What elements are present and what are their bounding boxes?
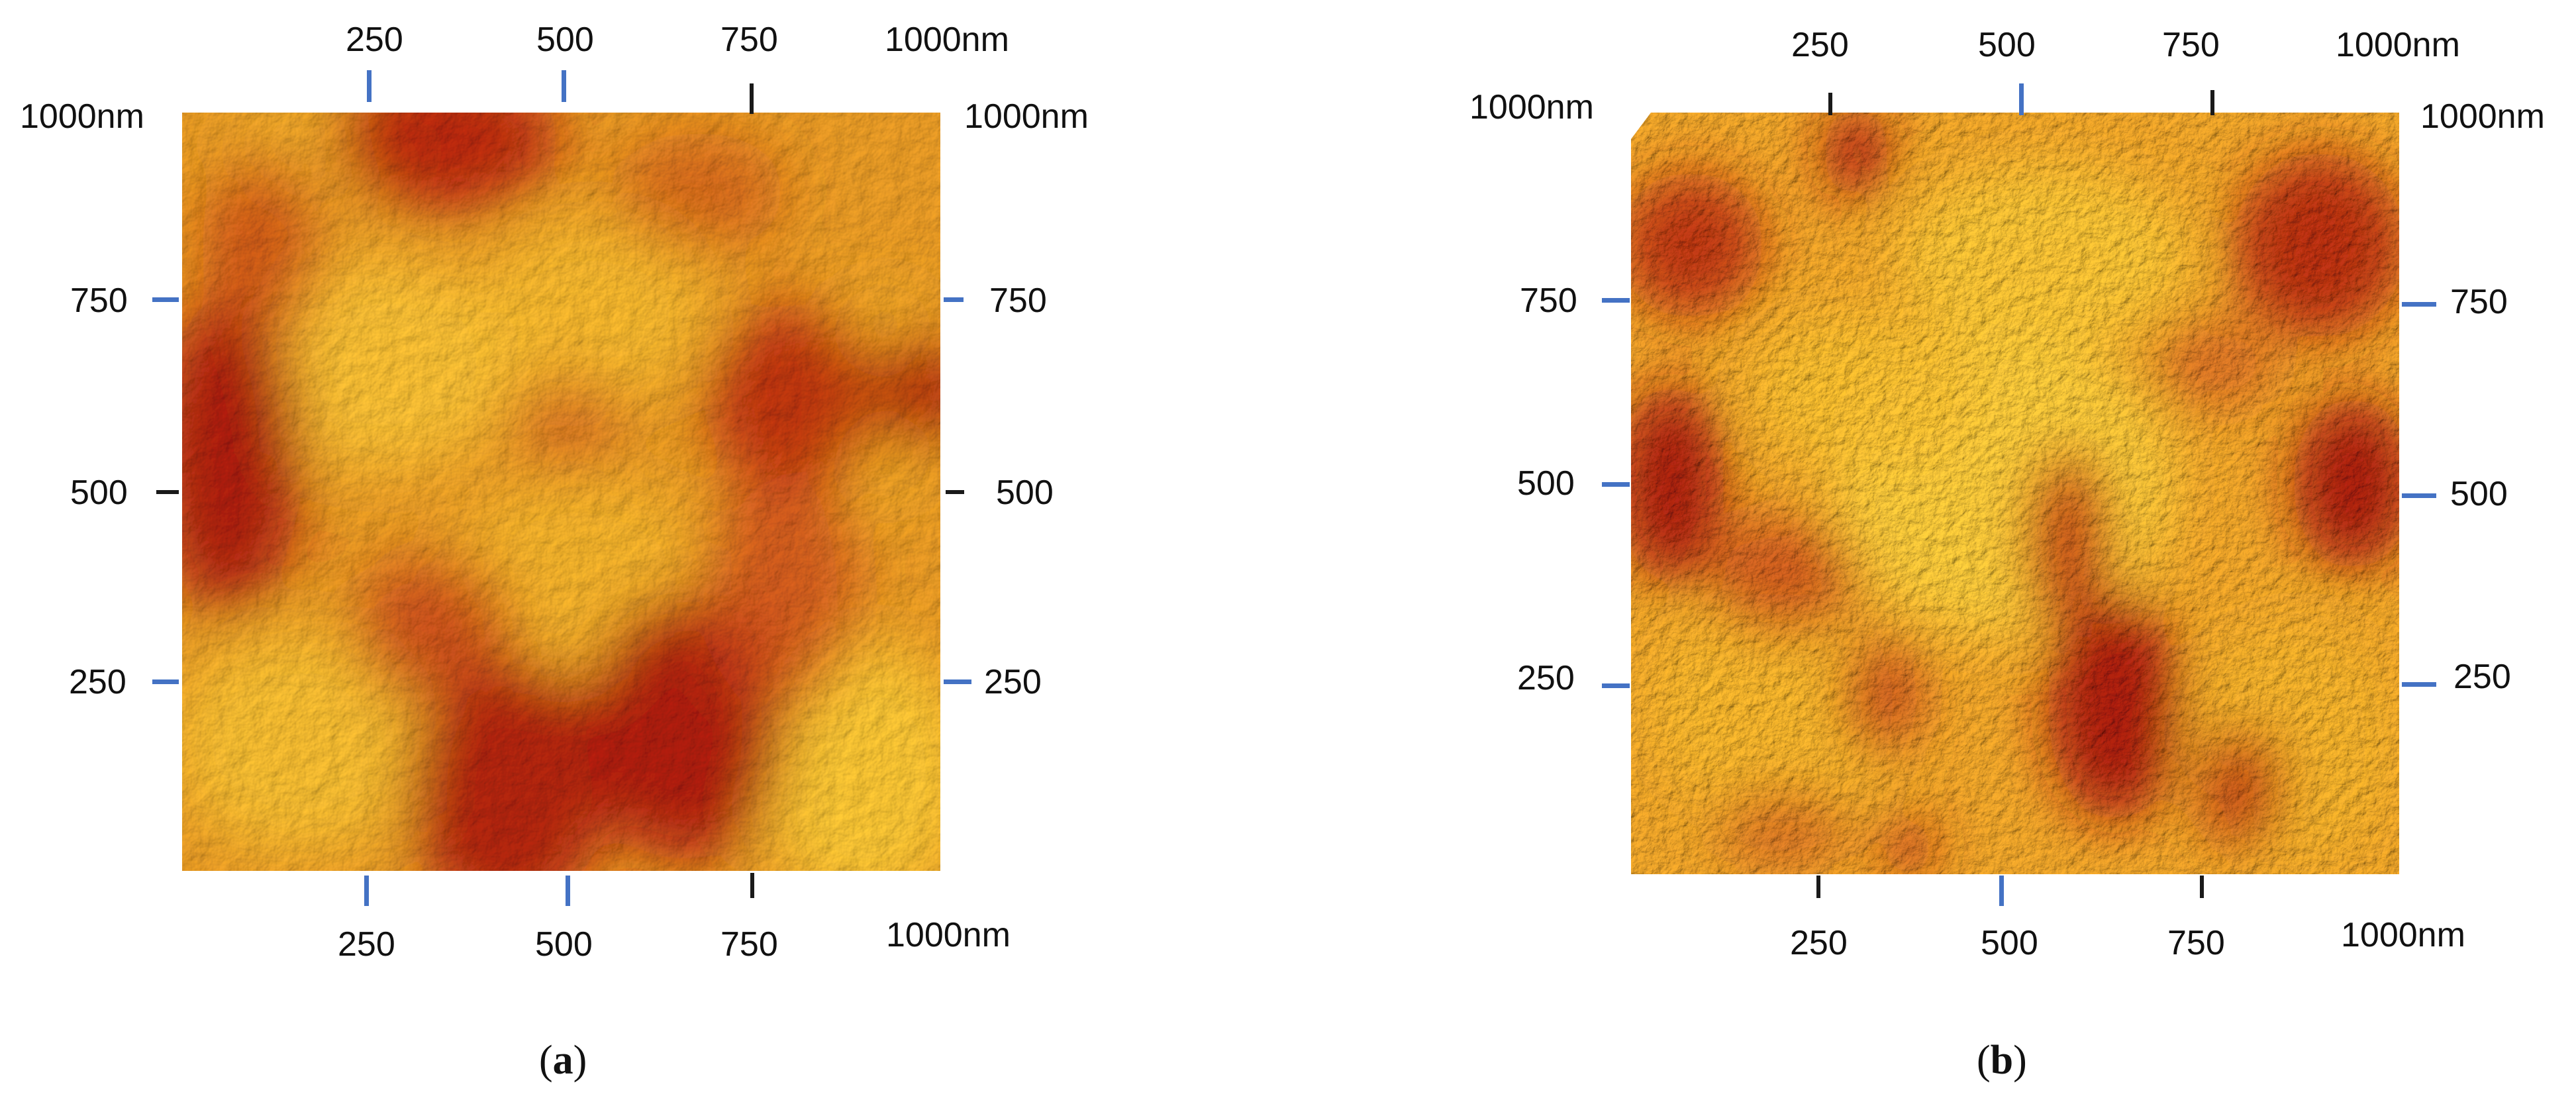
bottom-axis-label-250: 250: [1790, 924, 1848, 962]
panel-caption-a: (a): [539, 1038, 587, 1083]
left-tick-750: [1602, 298, 1630, 303]
bottom-tick-750: [2200, 876, 2204, 898]
top-tick-250: [367, 70, 372, 102]
bottom-axis-label-750: 750: [2167, 924, 2225, 962]
left-axis-label-750: 750: [70, 281, 128, 320]
left-tick-750: [152, 297, 179, 302]
panel-caption-b: (b): [1977, 1038, 2027, 1083]
top-tick-750: [750, 83, 754, 114]
bottom-axis-label-1000nm: 1000nm: [2341, 916, 2465, 954]
left-tick-500: [156, 490, 179, 494]
left-axis-label-500: 500: [70, 474, 128, 512]
right-tick-500: [946, 490, 964, 494]
top-axis-label-750: 750: [720, 21, 778, 59]
right-tick-750: [2402, 302, 2436, 307]
bottom-axis-label-250: 250: [338, 925, 395, 964]
bottom-tick-250: [1816, 876, 1820, 898]
top-axis-label-1000nm: 1000nm: [2336, 26, 2460, 64]
left-tick-250: [1602, 683, 1630, 688]
top-tick-250: [1828, 93, 1832, 115]
afm-surface-image-b: [1631, 113, 2399, 874]
right-axis-label-500: 500: [2450, 475, 2508, 513]
right-axis-label-750: 750: [2450, 283, 2508, 321]
bottom-axis-label-500: 500: [1981, 924, 2038, 962]
panel-a: 250 500 750 1000nm 250 500 750 1000nm 10…: [20, 21, 1089, 1083]
right-tick-500: [2402, 493, 2436, 498]
top-axis-label-500: 500: [1978, 26, 2036, 64]
panel-b: 250 500 750 1000nm 250 500 750 1000nm 10…: [1288, 0, 2576, 1106]
top-tick-500: [2019, 83, 2024, 115]
caption-letter-b: b: [1990, 1038, 2014, 1083]
right-axis-label-750: 750: [989, 281, 1047, 320]
left-tick-250: [152, 679, 179, 684]
bottom-axis-label-1000nm: 1000nm: [886, 916, 1011, 954]
right-tick-250: [944, 679, 971, 684]
left-axis-label-750: 750: [1520, 281, 1577, 320]
bottom-axis-label-750: 750: [720, 925, 778, 964]
left-axis-label-250: 250: [69, 663, 126, 701]
top-axis-label-1000nm: 1000nm: [885, 21, 1009, 59]
top-tick-750: [2210, 90, 2214, 115]
top-axis-label-250: 250: [1791, 26, 1849, 64]
left-axis-label-1000nm: 1000nm: [1469, 88, 1594, 126]
top-axis-label-500: 500: [536, 21, 594, 59]
left-axis-label-1000nm: 1000nm: [20, 97, 144, 136]
right-axis-label-1000nm: 1000nm: [964, 97, 1089, 136]
right-axis-label-500: 500: [996, 474, 1054, 512]
left-axis-label-250: 250: [1517, 659, 1575, 697]
right-axis-label-250: 250: [2453, 658, 2511, 696]
right-axis-label-250: 250: [984, 663, 1042, 701]
caption-letter-a: a: [552, 1038, 573, 1083]
bottom-tick-750: [750, 873, 754, 898]
left-axis-label-500: 500: [1517, 464, 1575, 503]
right-tick-750: [944, 297, 964, 302]
bottom-tick-500: [1999, 876, 2004, 906]
bottom-tick-250: [364, 876, 369, 906]
top-axis-label-250: 250: [346, 21, 403, 59]
bottom-axis-label-500: 500: [535, 925, 593, 964]
top-tick-500: [562, 70, 566, 102]
right-tick-250: [2402, 682, 2436, 687]
bottom-tick-500: [566, 876, 570, 906]
top-axis-label-750: 750: [2162, 26, 2220, 64]
left-tick-500: [1602, 482, 1630, 487]
right-axis-label-1000nm: 1000nm: [2420, 97, 2545, 136]
afm-surface-image-a: [182, 113, 940, 871]
